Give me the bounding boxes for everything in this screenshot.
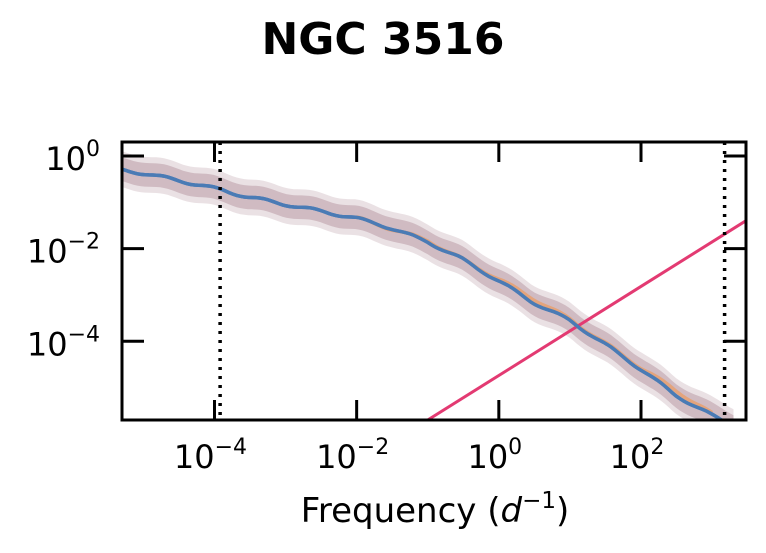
plot-frame: [120, 140, 748, 422]
y-tick-label-2: 10−4: [27, 322, 100, 363]
noise-line-line: [426, 219, 746, 420]
x-tick-label-0: 10−4: [174, 435, 247, 476]
x-tick-label-3: 102: [610, 435, 665, 476]
x-axis-label: Frequency (d−1): [301, 488, 569, 531]
chart-title: NGC 3516: [261, 14, 505, 65]
x-tick-label-2: 100: [467, 435, 522, 476]
psd-median-line-top: [122, 167, 725, 420]
plot-area: [122, 151, 746, 420]
y-tick-label-0: 100: [45, 137, 100, 178]
y-tick-label-1: 10−2: [27, 230, 100, 271]
x-tick-label-1: 10−2: [316, 435, 389, 476]
psd-band-outer: [122, 151, 734, 420]
